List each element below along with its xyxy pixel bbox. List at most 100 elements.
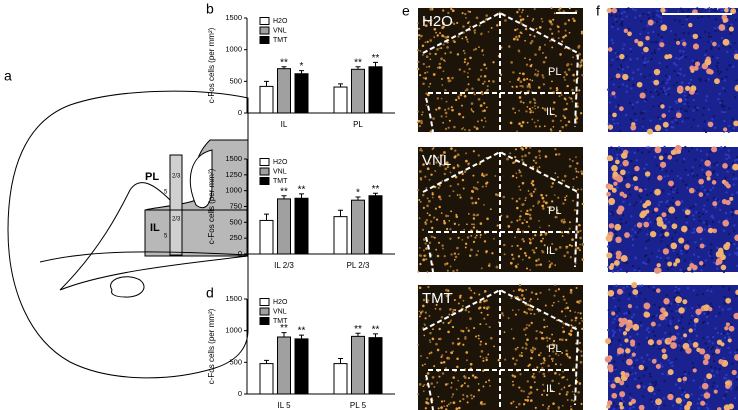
cell [456, 269, 459, 272]
noise [727, 308, 730, 311]
cell [428, 65, 431, 68]
cell [580, 354, 583, 357]
cell [442, 360, 446, 364]
brain-diagram [7, 90, 249, 379]
cell [624, 338, 629, 343]
cell [578, 249, 581, 252]
noise [617, 146, 621, 149]
cell [528, 107, 532, 110]
noise [686, 173, 690, 177]
noise [683, 390, 687, 394]
cell [564, 123, 568, 127]
cell [685, 347, 692, 354]
cell [426, 167, 430, 171]
noise [675, 291, 678, 294]
cell [504, 358, 507, 361]
cell [548, 354, 551, 358]
cell [614, 223, 622, 231]
cell [482, 359, 485, 362]
noise [623, 312, 626, 315]
striatum-line [39, 251, 249, 263]
noise [662, 189, 665, 192]
noise [685, 221, 689, 224]
cell [531, 183, 535, 187]
cell [473, 31, 476, 34]
cell [422, 258, 426, 262]
noise [692, 379, 695, 382]
cell [540, 362, 543, 365]
noise [633, 378, 637, 381]
noise [728, 286, 731, 290]
noise [682, 31, 686, 35]
noise [650, 57, 653, 61]
noise [682, 209, 685, 212]
cell [580, 170, 583, 173]
noise [667, 221, 671, 224]
cell [433, 36, 436, 39]
cell [478, 306, 482, 309]
cell [547, 364, 550, 368]
cell [478, 293, 481, 296]
cell [479, 340, 483, 343]
noise [634, 16, 637, 19]
cell [570, 399, 573, 402]
cell [634, 165, 640, 172]
noise [660, 82, 664, 85]
noise [719, 101, 722, 104]
error-bar [281, 195, 287, 199]
cell [514, 111, 517, 114]
cell [470, 289, 472, 292]
noise [690, 169, 693, 173]
noise [655, 255, 659, 258]
noise [653, 21, 657, 24]
cell [568, 227, 571, 230]
cell [420, 149, 424, 152]
cell [733, 120, 738, 127]
cell [499, 73, 503, 76]
cell [473, 125, 476, 129]
cell [448, 219, 451, 222]
cell [576, 300, 580, 304]
region-label: PL [548, 66, 561, 78]
cell [718, 359, 724, 365]
noise [695, 59, 699, 62]
cell [576, 188, 580, 191]
cell [647, 339, 654, 346]
noise [642, 27, 646, 31]
cell [654, 188, 661, 196]
cell [734, 84, 738, 92]
noise [653, 49, 656, 52]
cell [636, 222, 643, 228]
noise [610, 78, 614, 81]
noise [669, 320, 672, 323]
noise [646, 60, 650, 63]
noise [734, 95, 737, 99]
cell [419, 262, 422, 266]
noise [638, 14, 642, 17]
noise [660, 235, 663, 239]
noise [733, 396, 737, 400]
cell [516, 11, 519, 14]
noise [680, 315, 683, 319]
cell [527, 225, 530, 228]
noise [708, 150, 712, 154]
noise [675, 188, 679, 191]
cell [524, 333, 527, 336]
cell [531, 237, 535, 240]
noise [673, 301, 676, 304]
cell [442, 247, 444, 250]
cell [447, 357, 451, 360]
cell [424, 363, 426, 365]
noise [658, 201, 661, 204]
cell [619, 380, 625, 386]
cell [674, 325, 679, 330]
noise [711, 172, 715, 175]
cell [486, 217, 489, 221]
cell [454, 98, 458, 102]
noise [730, 242, 733, 245]
cell [532, 376, 536, 379]
noise [732, 178, 735, 181]
x-tick-label: PL [353, 120, 363, 129]
noise [665, 199, 669, 203]
cell [647, 19, 654, 26]
